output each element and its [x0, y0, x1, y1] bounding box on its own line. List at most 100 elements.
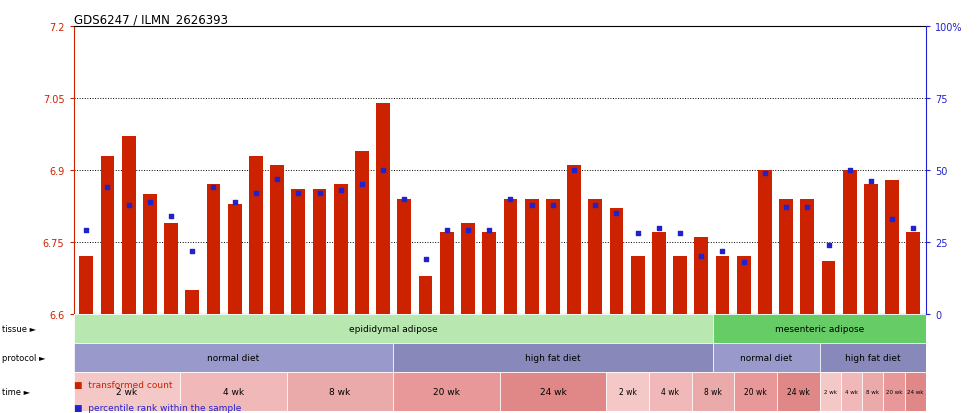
- Bar: [143, 195, 157, 314]
- Point: [226, 199, 242, 206]
- Bar: [500, 372, 607, 411]
- Bar: [482, 233, 496, 314]
- Bar: [546, 199, 560, 314]
- Bar: [712, 314, 926, 343]
- Point: [290, 190, 306, 197]
- Bar: [862, 372, 884, 411]
- Point: [630, 230, 646, 237]
- Bar: [821, 261, 835, 314]
- Bar: [101, 156, 115, 314]
- Bar: [313, 190, 326, 314]
- Bar: [652, 233, 665, 314]
- Bar: [801, 199, 814, 314]
- Text: protocol ►: protocol ►: [2, 353, 45, 362]
- Point: [714, 248, 730, 254]
- Text: high fat diet: high fat diet: [845, 353, 901, 362]
- Text: 20 wk: 20 wk: [886, 389, 903, 394]
- Bar: [79, 257, 93, 314]
- Point: [439, 228, 455, 234]
- Bar: [631, 257, 645, 314]
- Text: 2 wk: 2 wk: [117, 387, 137, 396]
- Point: [206, 185, 221, 191]
- Text: 24 wk: 24 wk: [787, 387, 809, 396]
- Text: ■  transformed count: ■ transformed count: [74, 380, 172, 389]
- Point: [461, 228, 476, 234]
- Point: [672, 230, 688, 237]
- Bar: [74, 343, 393, 372]
- Bar: [737, 257, 751, 314]
- Bar: [779, 199, 793, 314]
- Text: 2 wk: 2 wk: [823, 389, 837, 394]
- Bar: [122, 137, 135, 314]
- Point: [312, 190, 327, 197]
- Bar: [777, 372, 819, 411]
- Point: [375, 167, 391, 174]
- Text: 20 wk: 20 wk: [433, 387, 460, 396]
- Text: 4 wk: 4 wk: [222, 387, 244, 396]
- Text: 24 wk: 24 wk: [540, 387, 566, 396]
- Point: [587, 202, 603, 208]
- Point: [164, 213, 179, 220]
- Point: [651, 225, 666, 231]
- Point: [884, 216, 900, 223]
- Point: [417, 256, 433, 263]
- Point: [397, 196, 413, 203]
- Point: [736, 259, 752, 266]
- Bar: [291, 190, 305, 314]
- Text: 24 wk: 24 wk: [907, 389, 924, 394]
- Bar: [695, 237, 709, 314]
- Bar: [843, 171, 857, 314]
- Point: [863, 179, 879, 185]
- Text: 20 wk: 20 wk: [744, 387, 767, 396]
- Point: [545, 202, 561, 208]
- Point: [842, 167, 858, 174]
- Bar: [610, 209, 623, 314]
- Bar: [841, 372, 862, 411]
- Point: [523, 202, 539, 208]
- Bar: [180, 372, 286, 411]
- Text: 8 wk: 8 wk: [866, 389, 879, 394]
- Point: [694, 254, 710, 260]
- Point: [566, 167, 582, 174]
- Bar: [607, 372, 649, 411]
- Point: [503, 196, 518, 203]
- Text: normal diet: normal diet: [207, 353, 260, 362]
- Text: 4 wk: 4 wk: [845, 389, 858, 394]
- Point: [270, 176, 285, 183]
- Bar: [376, 104, 390, 314]
- Bar: [504, 199, 517, 314]
- Bar: [567, 166, 581, 314]
- Bar: [734, 372, 777, 411]
- Text: 2 wk: 2 wk: [618, 387, 637, 396]
- Bar: [588, 199, 602, 314]
- Text: GDS6247 / ILMN_2626393: GDS6247 / ILMN_2626393: [74, 13, 227, 26]
- Point: [100, 185, 116, 191]
- Bar: [906, 233, 920, 314]
- Point: [609, 210, 624, 217]
- Bar: [270, 166, 284, 314]
- Text: tissue ►: tissue ►: [2, 324, 36, 333]
- Point: [142, 199, 158, 206]
- Bar: [819, 372, 841, 411]
- Bar: [286, 372, 393, 411]
- Bar: [398, 199, 412, 314]
- Text: ■  percentile rank within the sample: ■ percentile rank within the sample: [74, 403, 241, 412]
- Bar: [393, 343, 712, 372]
- Bar: [524, 199, 538, 314]
- Text: time ►: time ►: [2, 387, 30, 396]
- Bar: [165, 223, 178, 314]
- Bar: [440, 233, 454, 314]
- Bar: [864, 185, 878, 314]
- Bar: [885, 180, 899, 314]
- Point: [906, 225, 921, 231]
- Bar: [74, 372, 180, 411]
- Bar: [884, 372, 905, 411]
- Point: [121, 202, 136, 208]
- Text: 8 wk: 8 wk: [329, 387, 351, 396]
- Text: 4 wk: 4 wk: [662, 387, 679, 396]
- Bar: [712, 343, 819, 372]
- Bar: [334, 185, 348, 314]
- Bar: [758, 171, 772, 314]
- Bar: [249, 156, 263, 314]
- Bar: [905, 372, 926, 411]
